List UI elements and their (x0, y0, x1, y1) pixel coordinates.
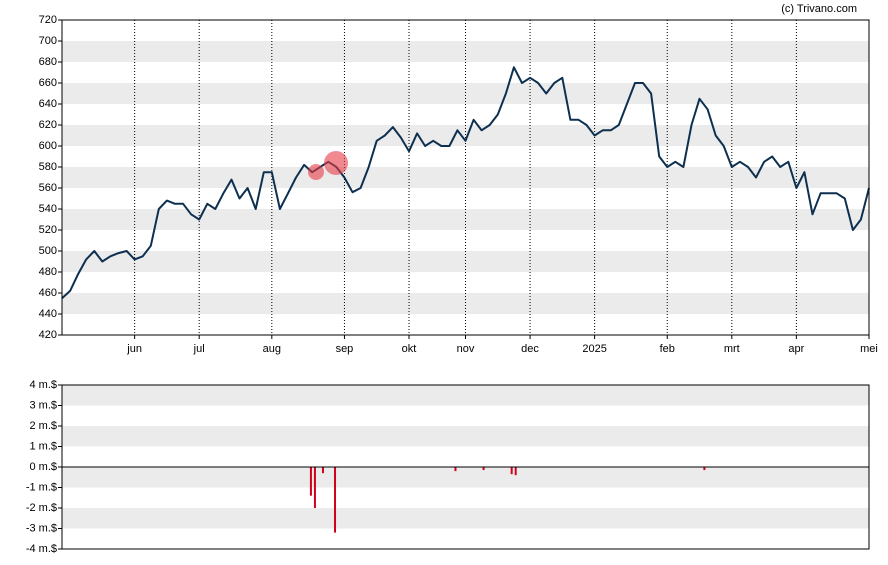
grid-band (62, 385, 869, 406)
x-tick-label: aug (263, 343, 281, 355)
y-tick-label: 0 m.$ (29, 461, 57, 473)
y-tick-label: 1 m.$ (29, 440, 57, 452)
x-tick-label: apr (788, 343, 804, 355)
grid-band (62, 508, 869, 529)
y-tick-label: 620 (39, 119, 57, 131)
y-tick-label: 2 m.$ (29, 420, 57, 432)
event-marker (308, 164, 324, 180)
bar (514, 467, 517, 476)
x-tick-label: mei (860, 343, 878, 355)
y-tick-label: 560 (39, 182, 57, 194)
plot-frame (61, 384, 870, 550)
bar (482, 467, 485, 471)
y-tick-label: -3 m.$ (26, 522, 57, 534)
x-tick-label: nov (457, 343, 475, 355)
y-tick-label: 540 (39, 203, 57, 215)
x-tick-label: mrt (724, 343, 740, 355)
event-marker (324, 151, 348, 175)
bar (334, 467, 337, 533)
bar (309, 467, 312, 496)
bar (454, 467, 457, 472)
bar (510, 467, 513, 475)
y-tick-label: 460 (39, 287, 57, 299)
y-tick-label: -4 m.$ (26, 543, 57, 555)
y-tick-label: 480 (39, 266, 57, 278)
y-tick-label: 440 (39, 308, 57, 320)
price-line (61, 66, 870, 300)
bar (703, 467, 706, 471)
bar (321, 467, 324, 474)
y-tick-label: 600 (39, 140, 57, 152)
y-tick-label: 4 m.$ (29, 379, 57, 391)
y-tick-label: 720 (39, 14, 57, 26)
y-tick-label: 660 (39, 77, 57, 89)
bar (313, 467, 316, 508)
y-tick-label: 700 (39, 35, 57, 47)
x-tick-label: sep (336, 343, 354, 355)
y-tick-label: -1 m.$ (26, 481, 57, 493)
y-tick-label: -2 m.$ (26, 502, 57, 514)
x-tick-label: 2025 (582, 343, 606, 355)
y-tick-label: 580 (39, 161, 57, 173)
grid-band (62, 467, 869, 488)
x-tick-label: dec (521, 343, 539, 355)
y-tick-label: 500 (39, 245, 57, 257)
y-tick-label: 520 (39, 224, 57, 236)
y-tick-label: 680 (39, 56, 57, 68)
y-tick-label: 640 (39, 98, 57, 110)
y-tick-label: 420 (39, 329, 57, 341)
plot-frame (61, 19, 870, 336)
y-tick-label: 3 m.$ (29, 399, 57, 411)
grid-band (62, 426, 869, 447)
x-tick-label: jun (126, 343, 142, 355)
x-tick-label: okt (402, 343, 417, 355)
source-label: (c) Trivano.com (781, 3, 857, 15)
x-tick-label: jul (193, 343, 205, 355)
x-tick-label: feb (660, 343, 675, 355)
